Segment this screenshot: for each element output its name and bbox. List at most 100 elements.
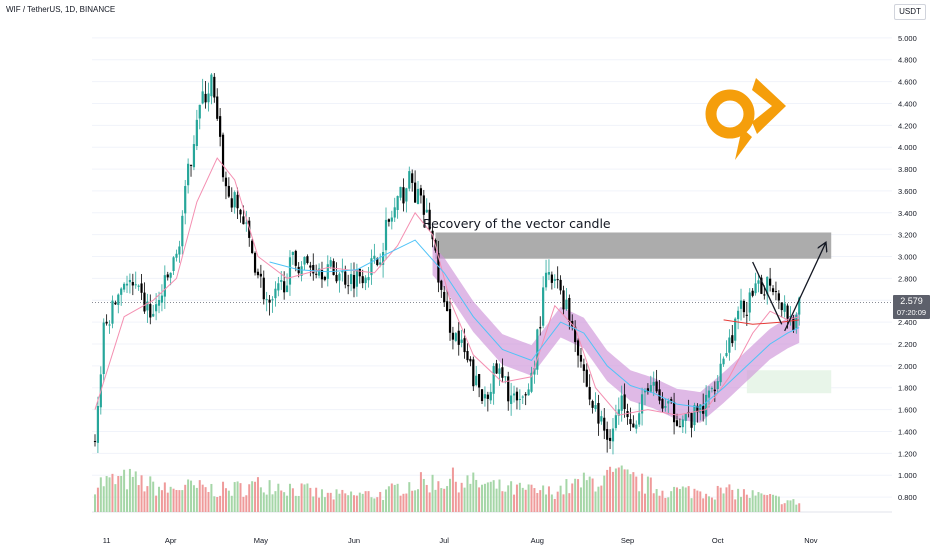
candle-body bbox=[123, 283, 126, 290]
volume-bar bbox=[658, 495, 661, 512]
price-tick-label: 1.000 bbox=[898, 471, 917, 480]
volume-bar bbox=[280, 490, 283, 512]
price-axis[interactable]: 0.800 1.000 1.200 1.400 1.600 1.800 2.000 2.200… bbox=[892, 0, 932, 530]
candle-body bbox=[323, 276, 326, 280]
candle bbox=[751, 288, 754, 298]
candle bbox=[576, 338, 580, 368]
candle-body bbox=[719, 363, 722, 383]
candle-body bbox=[681, 419, 684, 428]
volume-bar bbox=[198, 480, 201, 512]
candle bbox=[483, 386, 487, 407]
candle bbox=[533, 360, 536, 384]
volume-bar bbox=[434, 489, 437, 512]
price-tick-label: 3.000 bbox=[898, 253, 917, 262]
candle-body bbox=[705, 394, 708, 417]
candle bbox=[384, 207, 388, 260]
candle-body bbox=[137, 285, 140, 287]
volume-bar bbox=[283, 492, 286, 512]
volume-bar bbox=[152, 481, 155, 512]
volume-bar bbox=[547, 486, 550, 512]
candle bbox=[320, 261, 324, 288]
candle-body bbox=[492, 366, 495, 394]
candle bbox=[300, 261, 303, 282]
time-tick-label: 11 bbox=[103, 536, 111, 545]
volume-bar bbox=[393, 484, 396, 512]
volume-bar bbox=[201, 484, 204, 512]
volume-bar bbox=[524, 489, 527, 512]
candle-body bbox=[547, 272, 551, 275]
volume-bar bbox=[370, 497, 373, 512]
candle-body bbox=[128, 279, 132, 283]
candle-body bbox=[504, 376, 507, 378]
candle-body bbox=[131, 282, 134, 286]
projection-arrow bbox=[784, 243, 826, 332]
candle bbox=[486, 391, 489, 412]
candle-body bbox=[658, 389, 661, 401]
candle-body bbox=[288, 257, 292, 285]
candle bbox=[189, 164, 193, 177]
candle bbox=[655, 369, 658, 394]
ema-band-fill bbox=[432, 244, 800, 423]
currency-button[interactable]: USDT bbox=[894, 4, 926, 20]
candle-body bbox=[620, 395, 623, 411]
candle-body bbox=[213, 76, 216, 98]
volume-bar bbox=[789, 500, 792, 512]
candle bbox=[128, 273, 132, 294]
candle-body bbox=[780, 302, 783, 311]
volume-bar bbox=[306, 483, 309, 512]
time-tick-label: Oct bbox=[712, 536, 725, 545]
volume-bar bbox=[661, 490, 664, 512]
candle bbox=[766, 276, 769, 305]
candle-body bbox=[510, 395, 513, 404]
candle bbox=[175, 249, 178, 262]
candle-body bbox=[539, 327, 542, 329]
volume-bar bbox=[108, 477, 111, 512]
candle bbox=[160, 284, 164, 312]
volume-bar bbox=[373, 498, 376, 512]
candle-body bbox=[769, 278, 772, 286]
logo-21-icon bbox=[705, 78, 786, 160]
time-axis[interactable]: 11 Apr May Jun Jul Aug Sep Oct Nov bbox=[103, 536, 818, 545]
candle bbox=[230, 187, 233, 213]
candle-body bbox=[315, 273, 318, 275]
candle bbox=[658, 380, 661, 405]
candle bbox=[606, 421, 609, 453]
volume-bar bbox=[693, 488, 696, 512]
volume-bar bbox=[344, 493, 347, 512]
candle bbox=[315, 264, 318, 279]
candle bbox=[387, 218, 391, 227]
volume-bar bbox=[710, 497, 713, 512]
time-tick-label: Nov bbox=[804, 536, 818, 545]
volume-bar bbox=[294, 495, 297, 512]
price-tick-label: 5.000 bbox=[898, 34, 917, 43]
volume-bar bbox=[745, 494, 748, 512]
volume-bar bbox=[131, 476, 134, 512]
candle-body bbox=[227, 185, 230, 197]
volume-bar bbox=[774, 495, 777, 512]
volume-bar bbox=[286, 495, 289, 512]
volume-bar bbox=[385, 489, 387, 512]
candle-body bbox=[184, 186, 187, 214]
price-tick-label: 3.400 bbox=[898, 209, 917, 218]
volume-bar bbox=[358, 492, 361, 512]
candle-body bbox=[512, 393, 516, 396]
candle-body bbox=[460, 339, 463, 343]
candle-body bbox=[140, 283, 143, 293]
candle-body bbox=[716, 381, 719, 390]
candle-body bbox=[783, 303, 786, 312]
moving-averages bbox=[94, 157, 800, 416]
candle-body bbox=[731, 335, 734, 344]
candle bbox=[536, 328, 539, 375]
candle-body bbox=[638, 413, 641, 425]
volume-bar bbox=[617, 467, 620, 512]
candle-body bbox=[143, 292, 146, 312]
candle bbox=[681, 415, 684, 434]
candle-body bbox=[390, 217, 393, 222]
volume-bar bbox=[137, 485, 140, 512]
candle-body bbox=[745, 314, 748, 316]
candle bbox=[416, 181, 420, 205]
candle-body bbox=[396, 196, 399, 211]
candle-body bbox=[239, 209, 242, 215]
candle-body bbox=[352, 274, 356, 289]
